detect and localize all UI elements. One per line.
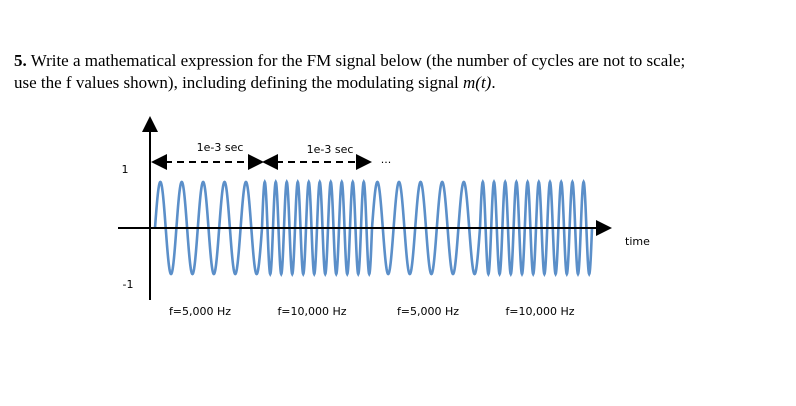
question-math: m(t) bbox=[463, 73, 492, 92]
y-bottom-label: -1 bbox=[123, 278, 134, 291]
y-top-label: 1 bbox=[122, 163, 129, 176]
question-text: Write a mathematical expression for the … bbox=[14, 51, 686, 92]
duration-label: 1e-3 sec bbox=[307, 143, 354, 156]
frequency-label: f=10,000 Hz bbox=[277, 305, 346, 318]
frequency-label: f=5,000 Hz bbox=[397, 305, 459, 318]
ellipsis: ... bbox=[381, 153, 392, 166]
frequency-label: f=5,000 Hz bbox=[169, 305, 231, 318]
x-axis-label: time bbox=[625, 235, 650, 248]
frequency-label: f=10,000 Hz bbox=[505, 305, 574, 318]
duration-label: 1e-3 sec bbox=[197, 141, 244, 154]
question: 5. Write a mathematical expression for t… bbox=[14, 50, 704, 94]
question-number: 5. bbox=[14, 51, 27, 70]
question-end: . bbox=[491, 73, 496, 92]
